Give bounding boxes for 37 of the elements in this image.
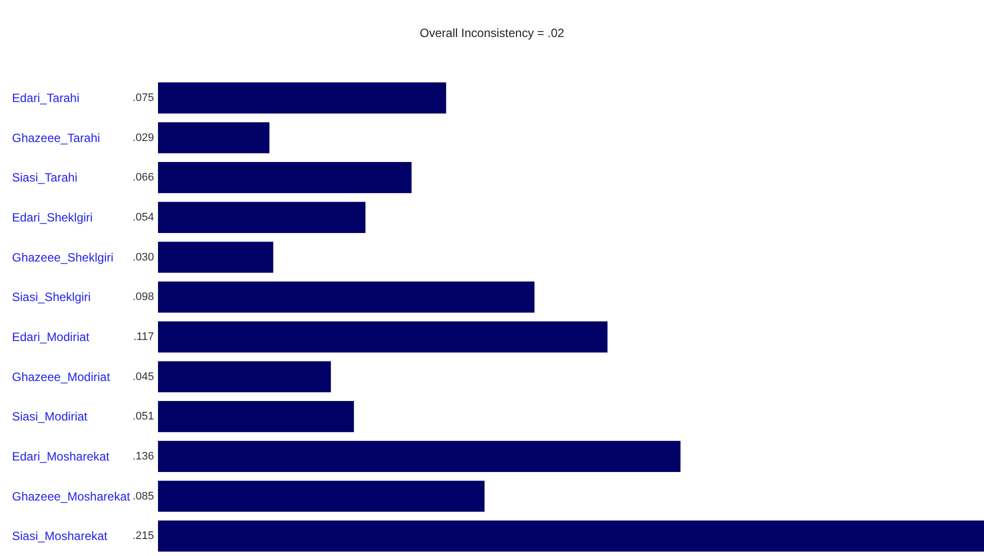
y-tick-label: Edari_Modiriat xyxy=(12,330,90,344)
bar xyxy=(158,480,485,512)
y-tick-label: Siasi_Modiriat xyxy=(12,410,88,424)
data-label: .117 xyxy=(133,330,154,343)
bar xyxy=(158,321,608,352)
y-tick-label: Ghazeee_Mosharekat xyxy=(12,489,131,504)
data-label: .075 xyxy=(132,92,154,104)
data-label: .085 xyxy=(132,490,154,502)
bar xyxy=(158,361,331,392)
bar xyxy=(158,282,534,313)
y-tick-label: Ghazeee_Tarahi xyxy=(12,130,100,145)
data-label: .045 xyxy=(132,370,154,383)
chart-title: Overall Inconsistency = .02 xyxy=(420,26,565,40)
data-label: .098 xyxy=(132,291,154,304)
data-label: .066 xyxy=(132,172,154,184)
y-tick-label: Siasi_Mosharekat xyxy=(12,529,108,544)
bar xyxy=(158,401,354,432)
data-label: .136 xyxy=(132,450,154,462)
data-label: .054 xyxy=(132,211,154,224)
y-tick-label: Edari_Tarahi xyxy=(12,90,80,105)
y-tick-label: Siasi_Tarahi xyxy=(12,170,78,185)
bar xyxy=(158,122,270,154)
data-label: .215 xyxy=(132,530,154,542)
data-label: .030 xyxy=(132,251,154,264)
y-tick-label: Edari_Mosharekat xyxy=(12,449,110,464)
data-label: .051 xyxy=(132,410,154,423)
y-tick-label: Edari_Sheklgiri xyxy=(12,210,93,224)
bar xyxy=(158,520,984,552)
y-tick-label: Siasi_Sheklgiri xyxy=(12,290,91,304)
bar xyxy=(158,242,274,273)
data-label: .029 xyxy=(132,132,154,144)
y-tick-label: Ghazeee_Sheklgiri xyxy=(12,250,114,264)
bar xyxy=(158,440,680,472)
bar xyxy=(158,202,366,233)
y-tick-label: Ghazeee_Modiriat xyxy=(12,370,111,384)
bar xyxy=(158,162,412,194)
bar xyxy=(158,82,446,114)
